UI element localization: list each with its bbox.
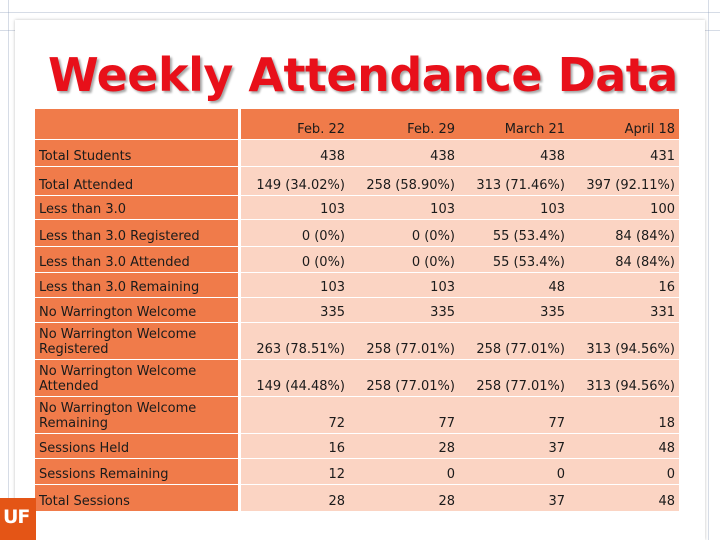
table-row: Less than 3.0 Remaining 103 103 48 16 xyxy=(35,272,679,298)
table-cell: 313 (94.56%) xyxy=(569,359,679,397)
table-cell: 48 xyxy=(569,484,679,511)
table-cell: 103 xyxy=(349,195,459,220)
table-cell: 258 (77.01%) xyxy=(459,359,569,397)
table-cell: 48 xyxy=(459,272,569,298)
row-label: Less than 3.0 xyxy=(35,195,239,220)
table-cell: 431 xyxy=(569,139,679,167)
row-label: Sessions Remaining xyxy=(35,458,239,485)
table-row: No Warrington Welcome Attended 149 (44.4… xyxy=(35,359,679,397)
table-cell: 313 (71.46%) xyxy=(459,166,569,196)
table-cell: 0 xyxy=(459,458,569,485)
row-label: Less than 3.0 Registered xyxy=(35,219,239,247)
table-cell: 335 xyxy=(349,297,459,323)
table-header-row: Feb. 22 Feb. 29 March 21 April 18 xyxy=(35,108,679,140)
table-cell: 84 (84%) xyxy=(569,246,679,273)
table-cell: 258 (58.90%) xyxy=(349,166,459,196)
attendance-table: Feb. 22 Feb. 29 March 21 April 18 Total … xyxy=(35,108,679,511)
table-cell: 16 xyxy=(569,272,679,298)
row-label: Less than 3.0 Attended xyxy=(35,246,239,273)
table-cell: 258 (77.01%) xyxy=(349,322,459,360)
table-cell: 335 xyxy=(237,297,349,323)
column-header: Feb. 29 xyxy=(349,108,459,140)
table-cell: 258 (77.01%) xyxy=(349,359,459,397)
column-header: Feb. 22 xyxy=(237,108,349,140)
table-cell: 149 (44.48%) xyxy=(237,359,349,397)
row-label: No Warrington Welcome Registered xyxy=(35,322,239,360)
row-label: No Warrington Welcome Remaining xyxy=(35,396,239,434)
table-row: Less than 3.0 Registered 0 (0%) 0 (0%) 5… xyxy=(35,219,679,247)
decor-line xyxy=(8,0,9,540)
row-label: Total Sessions xyxy=(35,484,239,511)
table-cell: 28 xyxy=(349,484,459,511)
table-row: No Warrington Welcome 335 335 335 331 xyxy=(35,297,679,323)
table-cell: 263 (78.51%) xyxy=(237,322,349,360)
table-row: Sessions Remaining 12 0 0 0 xyxy=(35,458,679,485)
table-cell: 331 xyxy=(569,297,679,323)
table-row: Total Sessions 28 28 37 48 xyxy=(35,484,679,511)
table-row: Total Attended 149 (34.02%) 258 (58.90%)… xyxy=(35,166,679,196)
row-label: Total Attended xyxy=(35,166,239,196)
table-cell: 84 (84%) xyxy=(569,219,679,247)
table-cell: 37 xyxy=(459,484,569,511)
decor-line xyxy=(708,0,709,540)
table-cell: 103 xyxy=(237,272,349,298)
table-cell: 0 (0%) xyxy=(237,246,349,273)
column-header: April 18 xyxy=(569,108,679,140)
table-row: No Warrington Welcome Remaining 72 77 77… xyxy=(35,396,679,434)
table-row: Sessions Held 16 28 37 48 xyxy=(35,433,679,459)
table-cell: 103 xyxy=(349,272,459,298)
table-row: No Warrington Welcome Registered 263 (78… xyxy=(35,322,679,360)
table-cell: 103 xyxy=(459,195,569,220)
table-row: Less than 3.0 Attended 0 (0%) 0 (0%) 55 … xyxy=(35,246,679,273)
table-cell: 28 xyxy=(349,433,459,459)
table-cell: 16 xyxy=(237,433,349,459)
row-label: Less than 3.0 Remaining xyxy=(35,272,239,298)
page-title: Weekly Attendance Data xyxy=(48,48,678,102)
table-cell: 0 xyxy=(569,458,679,485)
table-cell: 103 xyxy=(237,195,349,220)
header-corner-cell xyxy=(35,108,239,140)
table-cell: 258 (77.01%) xyxy=(459,322,569,360)
table-row: Total Students 438 438 438 431 xyxy=(35,139,679,167)
table-cell: 18 xyxy=(569,396,679,434)
row-label: Total Students xyxy=(35,139,239,167)
table-cell: 48 xyxy=(569,433,679,459)
table-cell: 438 xyxy=(237,139,349,167)
table-cell: 438 xyxy=(459,139,569,167)
logo-text: UF xyxy=(3,506,30,528)
row-label: No Warrington Welcome xyxy=(35,297,239,323)
table-cell: 335 xyxy=(459,297,569,323)
uf-logo: UF xyxy=(0,498,36,540)
table-cell: 149 (34.02%) xyxy=(237,166,349,196)
table-cell: 313 (94.56%) xyxy=(569,322,679,360)
table-cell: 0 (0%) xyxy=(349,246,459,273)
table-cell: 0 (0%) xyxy=(237,219,349,247)
table-cell: 0 (0%) xyxy=(349,219,459,247)
table-cell: 77 xyxy=(349,396,459,434)
table-cell: 55 (53.4%) xyxy=(459,219,569,247)
table-cell: 100 xyxy=(569,195,679,220)
table-cell: 37 xyxy=(459,433,569,459)
table-cell: 77 xyxy=(459,396,569,434)
table-cell: 12 xyxy=(237,458,349,485)
table-cell: 72 xyxy=(237,396,349,434)
decor-line xyxy=(0,12,720,13)
table-row: Less than 3.0 103 103 103 100 xyxy=(35,195,679,220)
table-cell: 438 xyxy=(349,139,459,167)
table-cell: 0 xyxy=(349,458,459,485)
column-header: March 21 xyxy=(459,108,569,140)
row-label: Sessions Held xyxy=(35,433,239,459)
row-label: No Warrington Welcome Attended xyxy=(35,359,239,397)
table-cell: 28 xyxy=(237,484,349,511)
table-cell: 397 (92.11%) xyxy=(569,166,679,196)
table-cell: 55 (53.4%) xyxy=(459,246,569,273)
